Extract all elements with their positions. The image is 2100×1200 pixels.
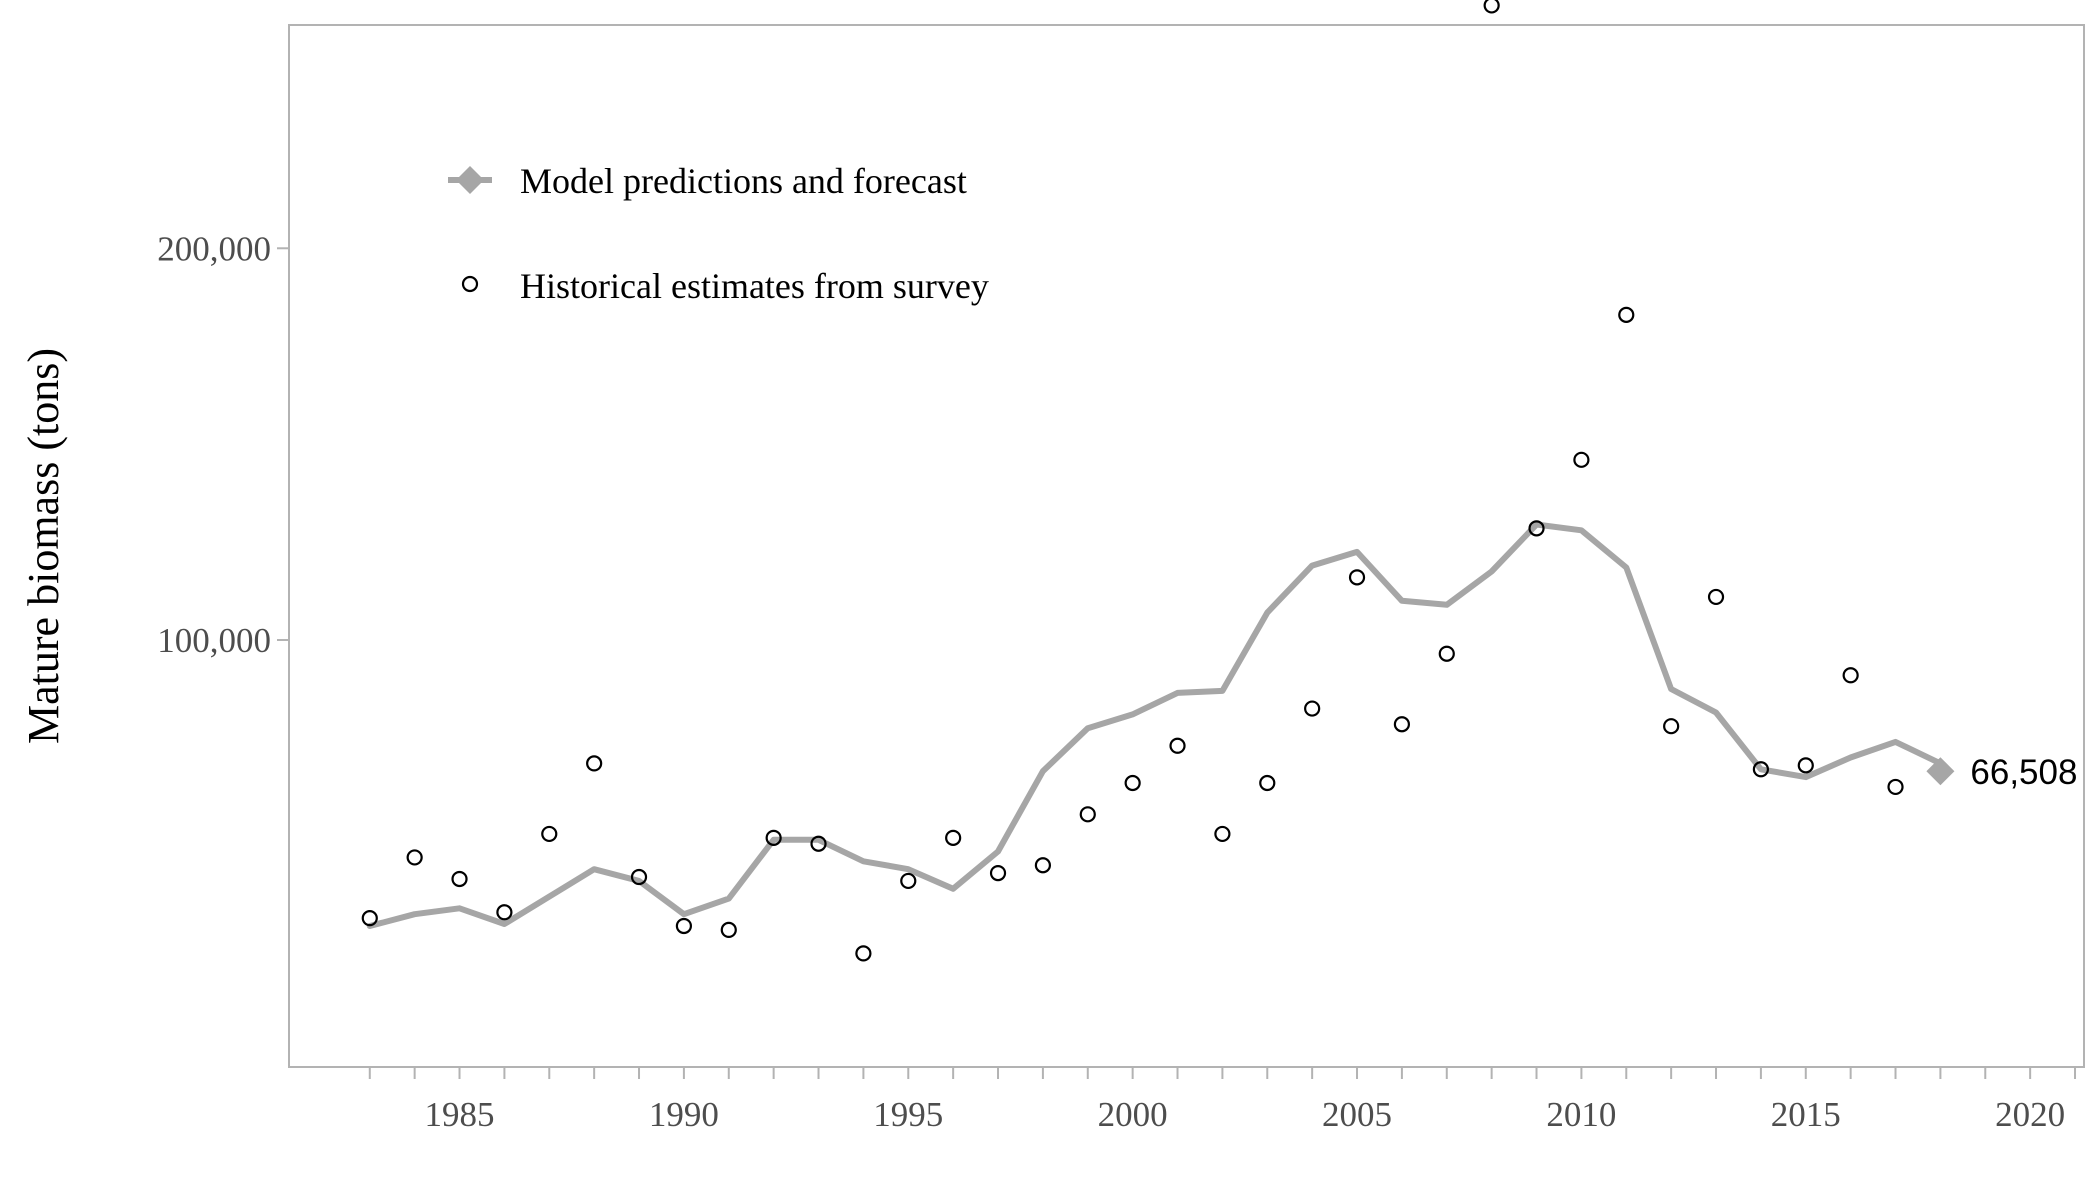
y-axis: 100,000 200,000: [157, 229, 289, 660]
survey-point: [1573, 451, 1590, 468]
survey-point: [406, 849, 423, 866]
survey-point: [1079, 806, 1096, 823]
x-tick-label: 2020: [1995, 1095, 2065, 1134]
survey-point: [1887, 778, 1904, 796]
survey-point: [1707, 588, 1725, 606]
survey-point: [451, 870, 468, 888]
x-tick-label: 1985: [425, 1095, 495, 1134]
y-tick-label: 200,000: [157, 229, 271, 268]
survey-point: [1752, 761, 1770, 778]
survey-point: [541, 825, 558, 843]
legend-label-model: Model predictions and forecast: [520, 161, 967, 201]
survey-point: [765, 829, 782, 846]
survey-point: [1842, 667, 1859, 684]
x-tick-label: 1990: [649, 1095, 719, 1134]
legend-label-survey: Historical estimates from survey: [520, 266, 989, 306]
survey-point: [1797, 757, 1814, 774]
survey-point: [1618, 306, 1635, 323]
legend-item-survey: Historical estimates from survey: [461, 266, 989, 306]
x-tick-label: 2010: [1546, 1095, 1616, 1134]
legend-diamond-icon: [456, 166, 484, 194]
survey-point: [1483, 0, 1500, 14]
survey-point: [1169, 737, 1186, 754]
survey-point: [1304, 700, 1321, 717]
survey-point: [361, 910, 378, 927]
survey-point: [945, 829, 962, 846]
survey-point: [1528, 520, 1545, 537]
survey-point: [496, 904, 513, 921]
y-tick-label: 100,000: [157, 621, 271, 660]
legend-open-circle-icon: [461, 275, 479, 293]
survey-point: [1348, 569, 1366, 586]
survey-point: [1124, 774, 1141, 792]
survey-point: [1393, 716, 1411, 733]
survey-point: [630, 868, 648, 886]
survey-point: [1034, 857, 1052, 874]
plot-panel-border: [288, 24, 2085, 1068]
series-layer: 66,508: [361, 0, 2077, 962]
survey-point: [675, 917, 693, 935]
survey-point: [1214, 825, 1231, 843]
survey-point: [720, 921, 737, 938]
survey-point: [900, 872, 917, 890]
survey-point: [1259, 774, 1276, 792]
legend-item-model: Model predictions and forecast: [448, 161, 967, 201]
x-tick-label: 2005: [1322, 1095, 1392, 1134]
x-tick-label: 2015: [1771, 1095, 1841, 1134]
survey-point: [586, 755, 603, 772]
survey-point: [989, 864, 1007, 882]
x-tick-label: 1995: [873, 1095, 943, 1134]
survey-point: [1663, 718, 1680, 735]
forecast-value-label: 66,508: [1970, 753, 2077, 792]
forecast-diamond-icon: [1926, 757, 1955, 786]
survey-point: [1438, 645, 1455, 662]
x-axis: 1985 1990 1995 2000 2005 2010 2015 2020: [368, 1067, 2077, 1134]
x-tick-label: 2000: [1098, 1095, 1168, 1134]
legend: Model predictions and forecast Historica…: [448, 161, 989, 306]
survey-point: [810, 835, 827, 852]
survey-point: [855, 945, 872, 962]
y-axis-title: Mature biomass (tons): [19, 348, 68, 744]
